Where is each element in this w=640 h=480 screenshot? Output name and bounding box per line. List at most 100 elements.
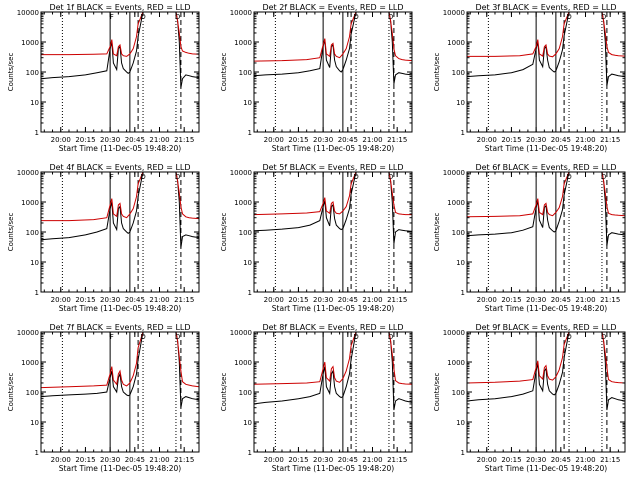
event-marker-label: D [175,333,180,341]
lld-series-line [467,11,626,58]
plot-frame [40,171,200,293]
x-tick-label: 20:00 [264,456,284,464]
y-tick-label: 1 [461,449,465,457]
x-tick-label: 20:45 [338,296,358,304]
x-tick-label: 21:00 [575,296,595,304]
lld-series-line [466,171,626,218]
plot-frame [466,171,626,293]
x-tick-label: 20:00 [477,296,497,304]
y-tick-label: 10 [456,259,465,267]
x-tick-label: 21:15 [600,296,620,304]
event-marker-label: D [566,173,571,181]
y-tick-label: 10000 [443,329,465,337]
y-tick-label: 1000 [447,39,465,47]
x-tick-label: 20:45 [551,136,571,144]
y-tick-label: 1 [248,129,252,137]
y-axis-label: Counts/sec [7,53,15,92]
y-tick-label: 100 [239,69,252,77]
y-axis-label: Counts/sec [220,53,228,92]
event-marker-label: F [110,333,114,341]
x-tick-label: 20:15 [288,136,308,144]
events-series-line [466,11,626,86]
y-tick-label: 1000 [21,199,39,207]
x-tick-label: 21:00 [362,296,382,304]
events-series-line [466,171,626,246]
x-tick-label: 21:00 [149,296,169,304]
y-tick-label: 10000 [443,9,465,17]
x-tick-label: 21:00 [575,456,595,464]
events-series-line [40,11,200,88]
y-tick-label: 100 [26,389,39,397]
plot-frame [253,171,413,293]
y-tick-label: 10 [30,419,39,427]
event-marker-label: D [566,333,571,341]
chart-title: Det 4f BLACK = Events, RED = LLD [49,163,190,172]
y-axis-label: Counts/sec [433,213,441,252]
x-tick-label: 20:30 [313,136,333,144]
y-tick-label: 1000 [21,359,39,367]
x-axis-label: Start Time (11-Dec-05 19:48:20) [272,144,394,153]
y-tick-label: 1000 [234,359,252,367]
event-marker-label: D [353,333,358,341]
y-tick-label: 1 [248,289,252,297]
x-tick-label: 20:00 [477,456,497,464]
x-tick-label: 20:00 [264,136,284,144]
x-axis-label: Start Time (11-Dec-05 19:48:20) [272,464,394,473]
x-tick-label: 20:30 [313,456,333,464]
y-tick-label: 10 [243,259,252,267]
y-tick-label: 1000 [447,359,465,367]
chart-title: Det 6f BLACK = Events, RED = LLD [475,163,616,172]
x-tick-label: 21:00 [149,136,169,144]
plot-frame [253,331,413,453]
y-tick-label: 1 [461,129,465,137]
y-axis-label: Counts/sec [220,373,228,412]
y-tick-label: 100 [452,389,465,397]
plot-frame [253,11,413,133]
y-tick-label: 1 [35,449,39,457]
event-marker-label: D [140,13,145,21]
x-axis-label: Start Time (11-Dec-05 19:48:20) [485,304,607,313]
lld-series-line [466,331,626,384]
lld-series-line [253,171,412,216]
chart-title: Det 2f BLACK = Events, RED = LLD [262,3,403,12]
event-marker-label: D [566,13,571,21]
plot-frame [466,331,626,453]
event-marker-label: D [601,13,606,21]
event-marker-label: F [110,173,114,181]
y-tick-label: 10 [456,99,465,107]
x-axis-label: Start Time (11-Dec-05 19:48:20) [485,464,607,473]
x-tick-label: 21:15 [174,296,194,304]
x-tick-label: 21:15 [174,136,194,144]
x-tick-label: 20:15 [75,296,95,304]
x-axis-label: Start Time (11-Dec-05 19:48:20) [59,304,181,313]
x-tick-label: 21:15 [600,456,620,464]
x-tick-label: 20:45 [338,136,358,144]
plot-frame [40,331,200,453]
x-tick-label: 20:15 [501,296,521,304]
plot-frame [40,11,200,133]
chart-title: Det 9f BLACK = Events, RED = LLD [475,323,616,332]
y-tick-label: 10000 [17,329,39,337]
events-series-line [466,331,626,411]
x-tick-label: 20:00 [264,296,284,304]
x-tick-label: 20:45 [125,136,145,144]
x-tick-label: 20:00 [51,456,71,464]
x-tick-label: 20:30 [526,296,546,304]
x-axis-label: Start Time (11-Dec-05 19:48:20) [485,144,607,153]
x-tick-label: 21:15 [174,456,194,464]
y-tick-label: 10000 [230,169,252,177]
plot-frame [466,11,626,133]
chart-title: Det 8f BLACK = Events, RED = LLD [262,323,403,332]
lld-series-line [253,331,413,385]
y-tick-label: 10 [243,419,252,427]
y-axis-label: Counts/sec [7,373,15,412]
y-tick-label: 10000 [17,9,39,17]
y-tick-label: 100 [239,389,252,397]
x-tick-label: 20:15 [75,456,95,464]
event-marker-label: D [140,333,145,341]
x-tick-label: 21:15 [387,296,407,304]
y-axis-label: Counts/sec [433,373,441,412]
